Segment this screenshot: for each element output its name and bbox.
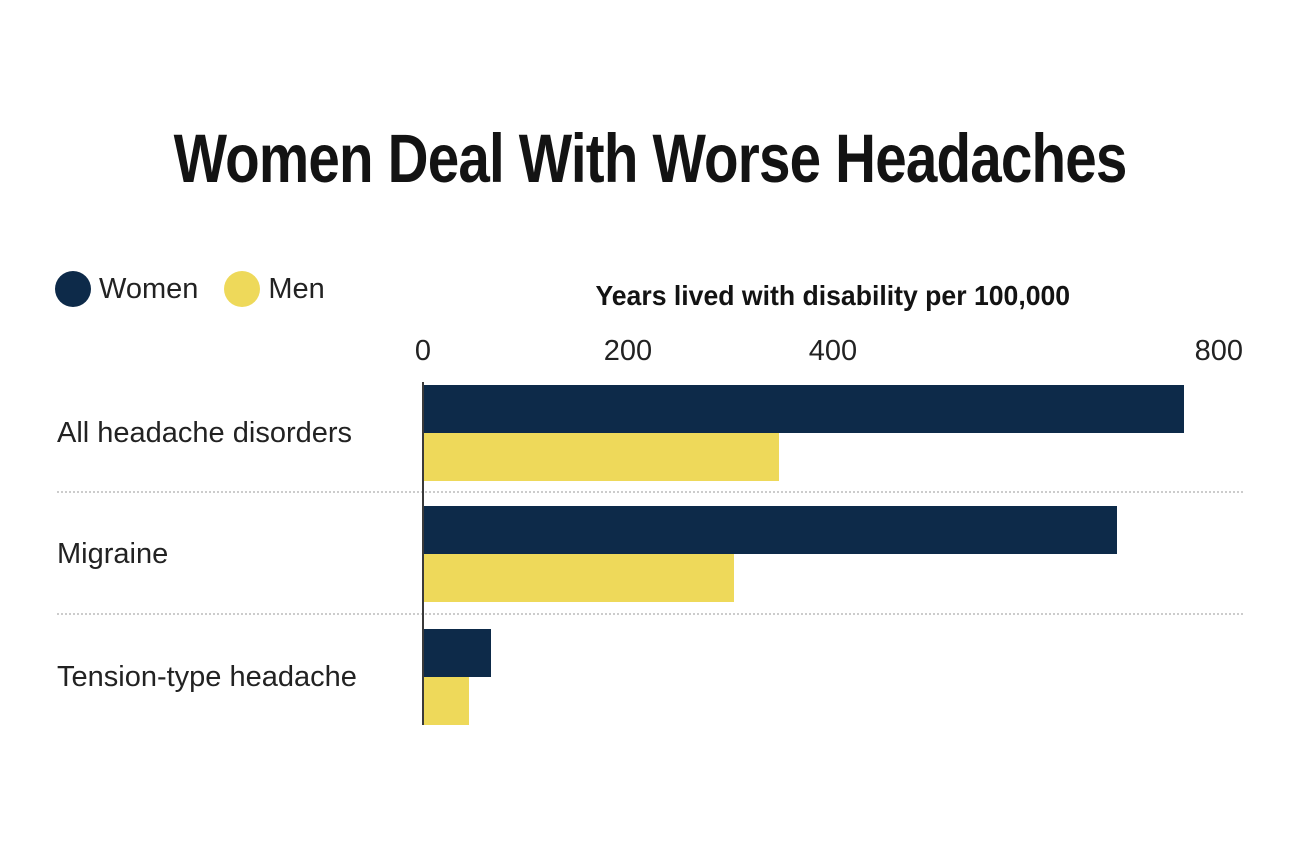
x-axis-title: Years lived with disability per 100,000 (423, 280, 1243, 312)
x-axis-title-text: Years lived with disability per 100,000 (595, 280, 1071, 311)
x-tick-200: 200 (603, 335, 653, 367)
women-color-swatch-icon (55, 271, 91, 307)
x-tick-0: 0 (414, 335, 432, 367)
men-color-swatch-icon (224, 271, 261, 307)
bar-men-tension-type-headache (423, 677, 470, 725)
category-label-migraine: Migraine (57, 538, 169, 570)
y-axis-line (422, 382, 424, 725)
bar-women-tension-type-headache (423, 629, 491, 677)
bar-women-all-headache-disorders (423, 385, 1184, 433)
x-tick-400: 400 (808, 335, 858, 367)
category-label-tension-type-headache: Tension-type headache (57, 661, 357, 693)
legend-label-men: Men (268, 273, 325, 305)
bar-men-all-headache-disorders (423, 433, 779, 481)
legend-item-women: Women (55, 271, 198, 307)
legend-label-women: Women (99, 273, 199, 305)
bar-men-migraine (423, 554, 734, 602)
bar-women-migraine (423, 506, 1117, 554)
chart-title-text: Women Deal With Worse Headaches (173, 120, 1128, 197)
row-separator (57, 491, 1243, 493)
x-axis-ticks: 0 200 400 800 (415, 334, 1243, 370)
plot-area (422, 380, 1243, 725)
chart-title: Women Deal With Worse Headaches (0, 124, 1300, 194)
category-label-all-headache-disorders: All headache disorders (57, 417, 353, 449)
bar-group-all-headache-disorders (423, 385, 1243, 481)
bar-group-migraine (423, 506, 1243, 602)
legend-item-men: Men (224, 271, 325, 307)
bar-group-tension-type-headache (423, 629, 1243, 725)
row-separator (57, 613, 1243, 615)
x-tick-800: 800 (1194, 335, 1243, 367)
legend: Women Men (55, 271, 325, 307)
